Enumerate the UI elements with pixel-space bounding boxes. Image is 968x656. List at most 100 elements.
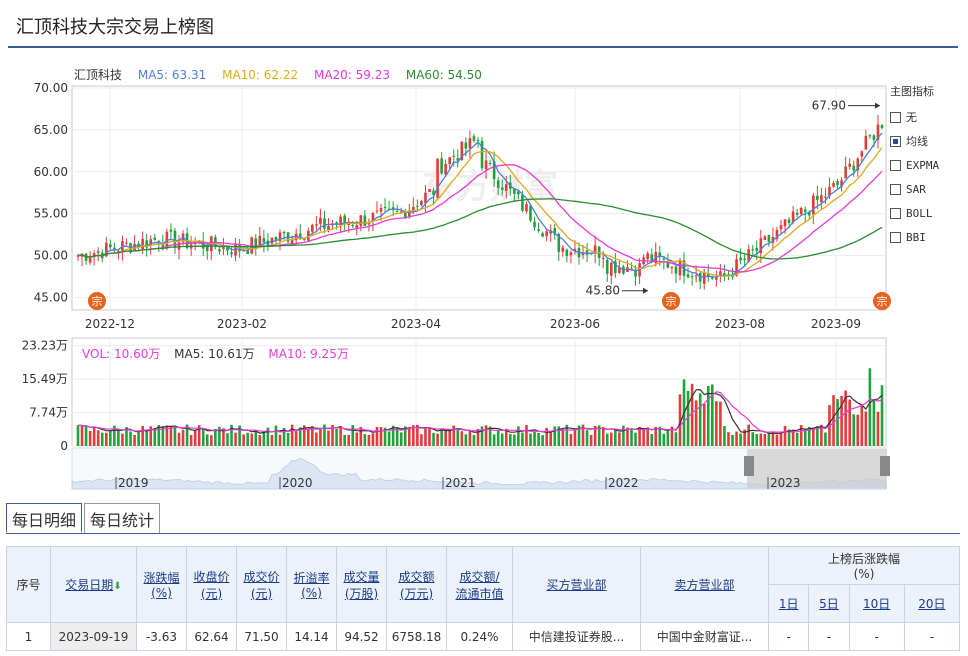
- indicator-option-5[interactable]: BBI: [890, 225, 960, 249]
- checkbox-icon[interactable]: [890, 231, 901, 243]
- volume-bar: [803, 428, 807, 446]
- candle-body: [488, 162, 492, 164]
- candle-body: [302, 238, 306, 240]
- candle-body: [339, 216, 342, 226]
- volume-bar: [812, 427, 815, 446]
- candle-body: [468, 138, 472, 149]
- checkbox-icon[interactable]: [890, 111, 901, 123]
- cell-d20: -: [903, 622, 961, 651]
- volume-bar: [751, 432, 755, 446]
- candle-body: [319, 217, 322, 225]
- volume-bar: [367, 435, 371, 446]
- checkbox-checked-icon[interactable]: [890, 135, 901, 147]
- cell-buyer-link[interactable]: 中信建投证券股...: [512, 622, 641, 651]
- header-ratio[interactable]: 成交额/ 流通市值: [446, 546, 513, 623]
- candle-body: [880, 124, 884, 129]
- volume-bar: [262, 431, 266, 446]
- volume-bar: [650, 434, 654, 446]
- cell-volume: 94.52: [336, 622, 387, 651]
- volume-bar: [694, 400, 698, 446]
- volume-bar: [153, 429, 157, 446]
- candle-body: [294, 233, 298, 241]
- volume-bar: [412, 425, 415, 446]
- candle-body: [246, 250, 249, 255]
- volume-bar: [670, 426, 674, 446]
- volume-bar: [117, 428, 120, 446]
- candle-body: [832, 183, 835, 187]
- volume-bar: [860, 405, 864, 446]
- price-tick-label: 60.00: [34, 165, 68, 179]
- tab-daily-detail[interactable]: 每日明细: [6, 503, 83, 533]
- volume-bar: [472, 435, 476, 446]
- block-trade-marker-icon: [88, 292, 106, 310]
- candle-body: [759, 238, 763, 254]
- header-change[interactable]: 涨跌幅 (%): [136, 546, 187, 623]
- volume-bar: [719, 401, 722, 446]
- tab-daily-stats[interactable]: 每日统计: [84, 503, 161, 533]
- volume-bar: [92, 426, 96, 446]
- candle-body: [646, 253, 649, 260]
- volume-tick-label: 7.74万: [29, 406, 68, 420]
- indicator-option-4[interactable]: BOLL: [890, 201, 960, 225]
- header-seller[interactable]: 卖方营业部: [640, 546, 769, 623]
- checkbox-icon[interactable]: [890, 159, 901, 171]
- volume-bar: [96, 430, 100, 446]
- indicator-option-1[interactable]: 均线: [890, 129, 960, 153]
- candle-body: [355, 225, 359, 228]
- candle-body: [222, 246, 225, 249]
- indicator-panel-title: 主图指标: [890, 85, 934, 98]
- header-amount[interactable]: 成交额 (万元): [386, 546, 447, 623]
- header-buyer[interactable]: 买方营业部: [512, 546, 641, 623]
- candle-body: [169, 229, 173, 232]
- indicator-option-3[interactable]: SAR: [890, 177, 960, 201]
- indicator-option-0[interactable]: 无: [890, 105, 960, 129]
- candle-body: [230, 252, 233, 255]
- header-close[interactable]: 收盘价 (元): [186, 546, 237, 623]
- volume-bar: [298, 427, 302, 446]
- header-d1[interactable]: 1日: [767, 584, 810, 623]
- candle-body: [282, 231, 286, 234]
- header-d5[interactable]: 5日: [808, 584, 850, 623]
- header-date[interactable]: 交易日期⬇: [50, 546, 137, 623]
- candle-body: [605, 259, 609, 274]
- volume-bar: [355, 432, 359, 446]
- volume-bar: [452, 425, 456, 446]
- candle-body: [456, 158, 460, 161]
- volume-bar: [387, 431, 391, 446]
- candle-body: [436, 158, 439, 198]
- chart-canvas[interactable]: 70.00 65.00 60.00 55.00 50.00 45.00 2022-12 202…: [0, 58, 968, 494]
- header-premium[interactable]: 折溢率 (%): [286, 546, 337, 623]
- cell-deal-price: 71.50: [236, 622, 287, 651]
- volume-bar: [521, 432, 524, 446]
- sort-down-icon[interactable]: ⬇: [113, 581, 122, 592]
- candle-body: [771, 237, 775, 243]
- indicator-option-label: BBI: [906, 230, 926, 244]
- price-tick-label: 70.00: [34, 81, 68, 95]
- candle-body: [848, 163, 851, 167]
- candle-body: [686, 274, 690, 278]
- candle-body: [711, 277, 714, 279]
- indicator-option-2[interactable]: EXPMA: [890, 153, 960, 177]
- volume-bar: [634, 432, 637, 446]
- volume-bar: [771, 431, 775, 446]
- candle-body: [787, 219, 791, 224]
- navigator-year-label: 2020: [282, 476, 313, 490]
- candle-body: [634, 269, 637, 277]
- candle-body: [715, 276, 718, 280]
- candle-body: [274, 237, 278, 241]
- checkbox-icon[interactable]: [890, 207, 901, 219]
- ma20-line: [77, 164, 883, 273]
- header-d10[interactable]: 10日: [848, 584, 905, 623]
- cell-seller-link[interactable]: 中国中金财富证...: [640, 622, 769, 651]
- checkbox-icon[interactable]: [890, 183, 901, 195]
- volume-bar: [88, 431, 92, 446]
- candle-body: [824, 196, 827, 198]
- header-deal-price[interactable]: 成交价 (元): [236, 546, 287, 623]
- kline-chart[interactable]: 70.00 65.00 60.00 55.00 50.00 45.00 2022-12 202…: [0, 58, 968, 494]
- volume-bar: [189, 435, 193, 446]
- cell-premium: 14.14: [286, 622, 337, 651]
- candle-body: [452, 156, 456, 158]
- header-d20[interactable]: 20日: [903, 584, 961, 623]
- candle-body: [157, 241, 161, 245]
- header-volume[interactable]: 成交量 (万股): [336, 546, 387, 623]
